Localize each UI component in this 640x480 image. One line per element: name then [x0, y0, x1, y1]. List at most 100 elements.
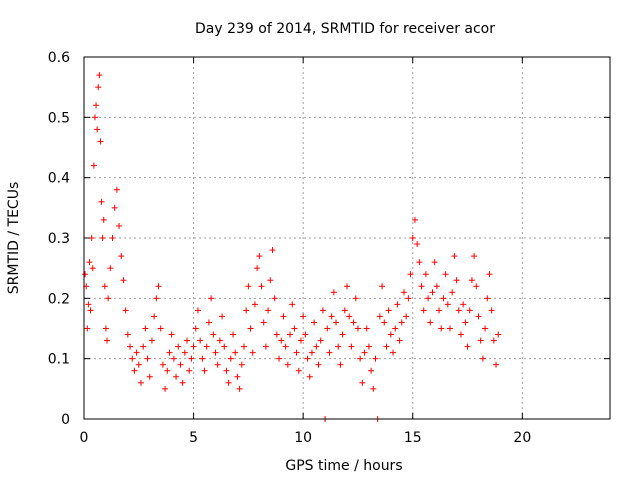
data-point	[396, 337, 403, 344]
chart-title: Day 239 of 2014, SRMTID for receiver aco…	[195, 21, 495, 37]
data-point	[289, 301, 296, 308]
data-point	[179, 379, 186, 386]
data-point	[107, 265, 114, 272]
data-point	[85, 301, 92, 308]
data-point	[109, 235, 116, 241]
data-point	[341, 307, 348, 314]
data-point	[403, 313, 410, 320]
data-point	[135, 361, 142, 368]
data-point	[97, 138, 104, 145]
data-point	[267, 277, 274, 284]
data-point	[245, 283, 252, 290]
data-point	[335, 343, 342, 350]
x-axis-title: GPS time / hours	[285, 458, 402, 474]
data-point	[438, 325, 445, 332]
data-point	[205, 319, 212, 326]
data-point	[414, 241, 421, 248]
data-point	[418, 283, 425, 290]
data-point	[372, 355, 379, 362]
data-point	[468, 277, 475, 284]
data-point	[84, 325, 91, 332]
data-point	[153, 295, 160, 302]
data-point	[363, 325, 370, 332]
data-point	[466, 307, 473, 314]
data-point	[249, 349, 256, 356]
data-point	[104, 337, 111, 344]
data-point	[471, 253, 478, 260]
data-point	[427, 319, 434, 326]
data-point	[282, 343, 289, 350]
y-tick-label: 0.4	[48, 171, 70, 187]
x-tick-label: 5	[189, 430, 198, 446]
data-point	[192, 325, 199, 332]
data-point	[295, 367, 302, 374]
data-point	[280, 313, 287, 320]
data-point	[300, 313, 307, 320]
data-point	[148, 337, 155, 344]
data-point	[337, 361, 344, 368]
data-point	[95, 84, 102, 91]
data-point	[144, 355, 151, 362]
data-point	[398, 319, 405, 326]
data-point	[256, 253, 263, 260]
data-point	[420, 307, 427, 314]
data-point	[100, 216, 107, 223]
data-point	[460, 301, 467, 308]
data-point	[221, 343, 228, 350]
data-point	[462, 319, 469, 326]
data-point	[232, 349, 239, 356]
data-point	[433, 283, 440, 290]
data-point	[166, 349, 173, 356]
data-point	[102, 325, 109, 332]
data-point	[455, 307, 462, 314]
data-point	[199, 355, 206, 362]
data-point	[311, 319, 318, 326]
data-point	[422, 271, 429, 278]
data-point	[155, 283, 162, 290]
data-point	[477, 337, 484, 344]
data-point	[98, 198, 105, 205]
data-point	[219, 313, 226, 320]
data-point	[444, 301, 451, 308]
data-point	[164, 367, 171, 374]
data-point	[124, 331, 131, 338]
data-point	[346, 313, 353, 320]
data-point	[184, 337, 191, 344]
data-point	[449, 289, 456, 296]
data-point	[251, 301, 258, 308]
data-point	[131, 367, 138, 374]
data-point	[352, 295, 359, 302]
data-point	[354, 325, 361, 332]
data-point	[260, 319, 267, 326]
data-point	[243, 307, 250, 314]
data-point	[101, 283, 108, 290]
data-point	[111, 204, 118, 211]
data-point	[361, 349, 368, 356]
data-point	[451, 253, 458, 260]
data-point	[94, 126, 101, 133]
data-point	[407, 271, 414, 278]
data-point	[86, 259, 93, 266]
data-point	[385, 307, 392, 314]
data-point	[276, 355, 283, 362]
data-point	[236, 385, 243, 392]
data-point	[90, 162, 97, 169]
data-point	[368, 367, 375, 374]
data-point	[269, 247, 276, 254]
data-point	[317, 337, 324, 344]
data-point	[328, 313, 335, 320]
data-point	[394, 301, 401, 308]
data-point	[453, 277, 460, 284]
data-point	[265, 307, 272, 314]
data-point	[315, 361, 322, 368]
data-point	[387, 331, 394, 338]
data-point	[409, 235, 416, 241]
data-point	[287, 331, 294, 338]
data-point	[344, 283, 350, 290]
x-tick-label: 20	[513, 430, 531, 446]
data-point	[431, 259, 438, 266]
data-point	[190, 343, 197, 350]
data-point	[383, 343, 390, 350]
data-point	[308, 349, 315, 356]
data-point	[137, 379, 144, 386]
